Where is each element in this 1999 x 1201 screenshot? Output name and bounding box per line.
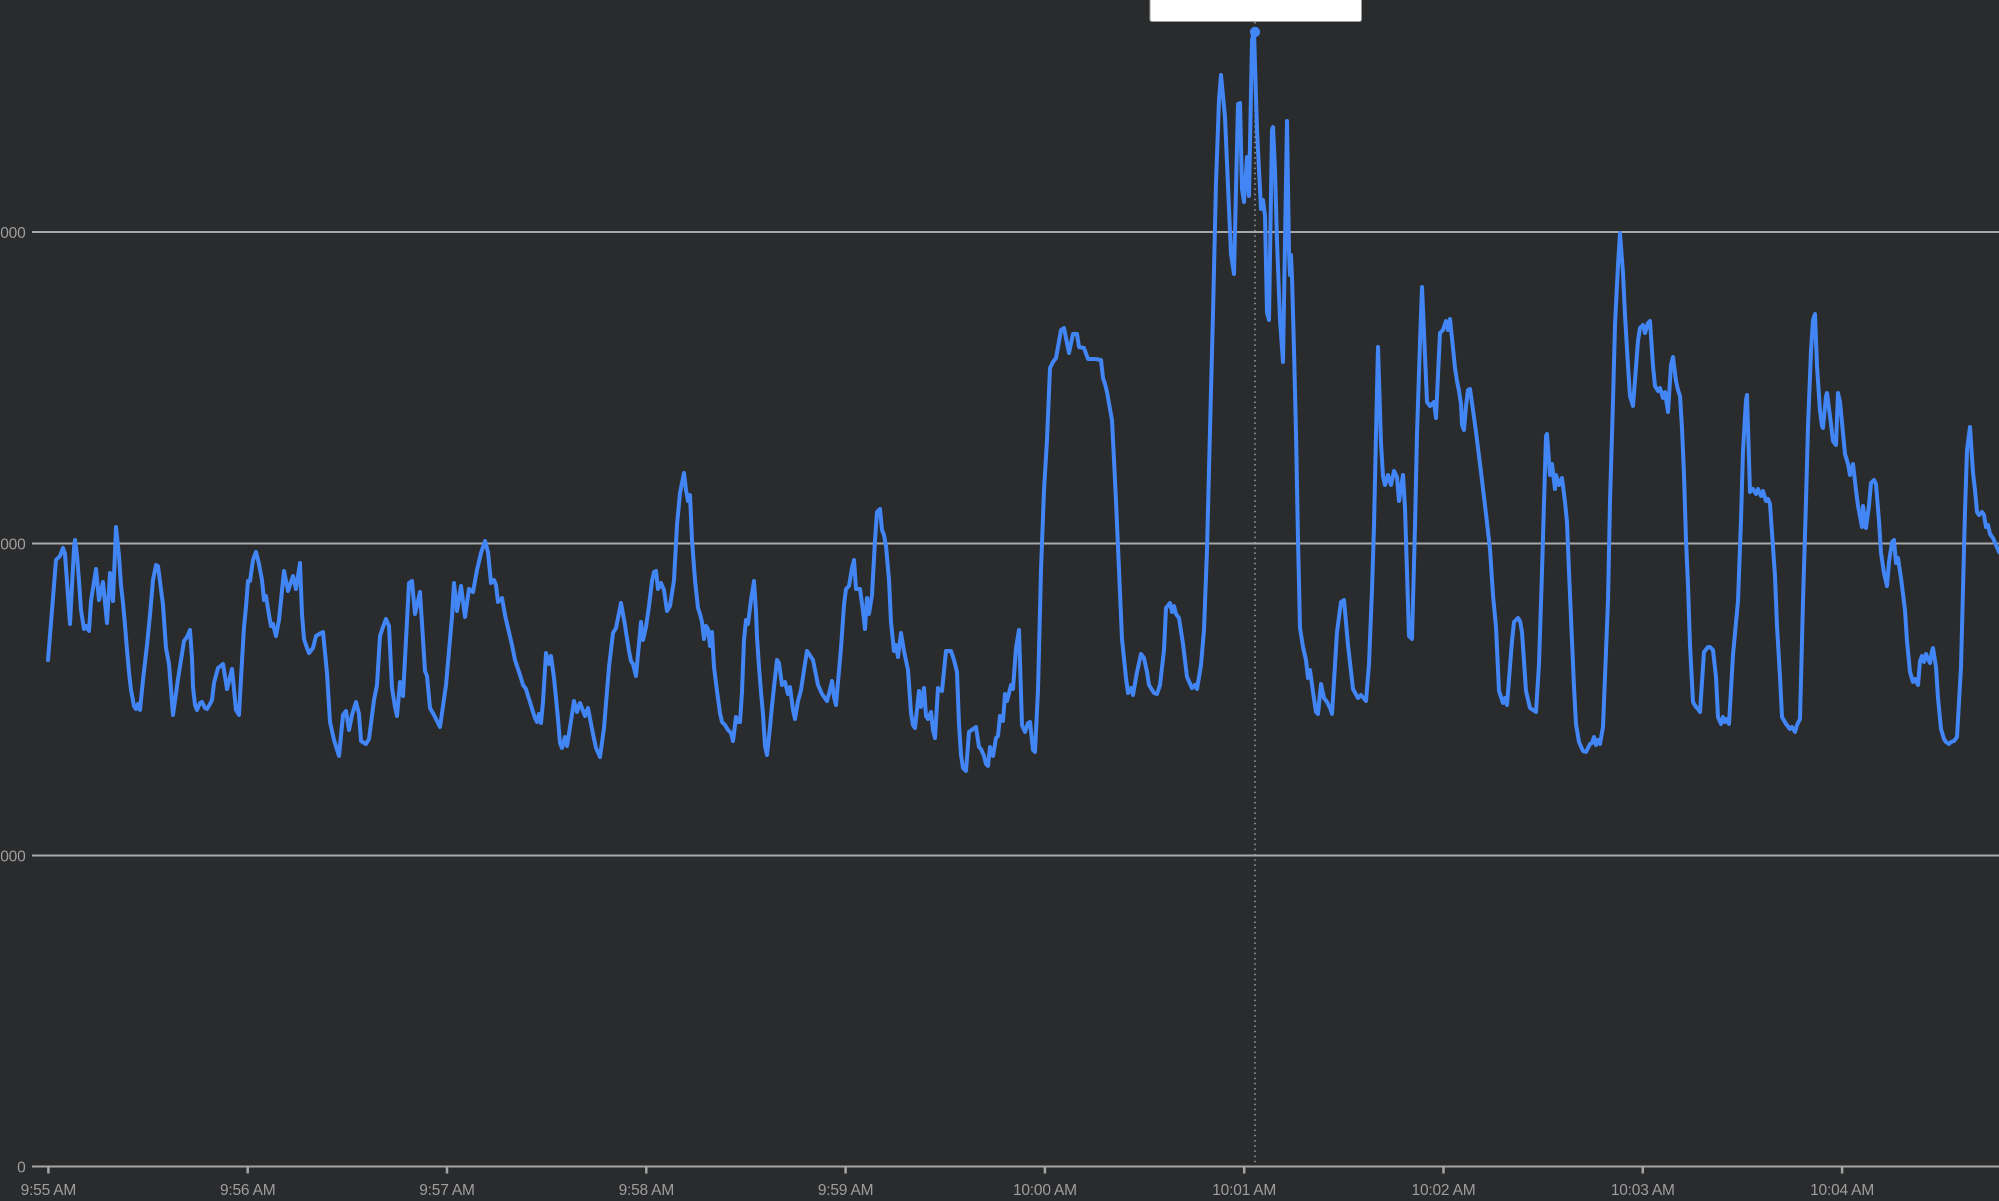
svg-text:15,000: 15,000 (0, 225, 26, 242)
svg-text:10:03 AM: 10:03 AM (1611, 1182, 1675, 1196)
svg-text:10:00 AM: 10:00 AM (1013, 1182, 1077, 1196)
svg-text:0: 0 (17, 1159, 26, 1176)
svg-text:10:01 AM: 10:01 AM (1212, 1182, 1276, 1196)
svg-text:9:58 AM: 9:58 AM (619, 1182, 674, 1196)
svg-text:9:56 AM: 9:56 AM (220, 1182, 275, 1196)
svg-text:9:57 AM: 9:57 AM (419, 1182, 474, 1196)
svg-text:10,000: 10,000 (0, 536, 26, 553)
svg-text:10:04 AM: 10:04 AM (1810, 1182, 1874, 1196)
svg-text:10:02 AM: 10:02 AM (1412, 1182, 1476, 1196)
svg-text:9:59 AM: 9:59 AM (818, 1182, 873, 1196)
svg-text:5,000: 5,000 (0, 848, 26, 865)
svg-text:9:55 AM: 9:55 AM (21, 1182, 76, 1196)
